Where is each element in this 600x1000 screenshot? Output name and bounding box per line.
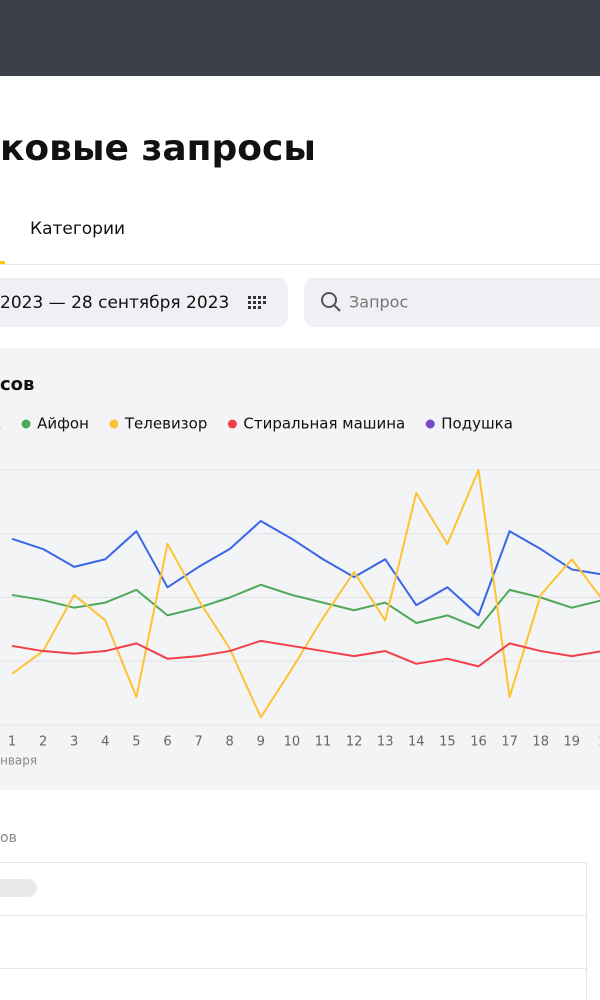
series-line	[11, 583, 600, 630]
x-tick-label: 9	[257, 735, 265, 750]
x-tick-label: 12	[346, 735, 363, 750]
date-picker[interactable]	[0, 278, 288, 327]
x-tick-label: 13	[377, 735, 394, 750]
search-icon	[333, 304, 341, 312]
x-tick-label: 2	[599, 735, 600, 750]
x-tick-label: 10	[284, 735, 301, 750]
series-line	[11, 639, 600, 668]
tab-indicator	[0, 261, 5, 265]
date-range: 2023 — 28 сентября 2023	[0, 293, 229, 313]
row-divider	[0, 862, 586, 863]
x-tick-label: 14	[408, 735, 425, 750]
search-placeholder: Запрос	[349, 293, 408, 312]
legend-swatch	[425, 419, 435, 429]
legend-label: к	[0, 415, 1, 433]
table-header: ов	[0, 830, 17, 846]
legend-swatch	[227, 419, 237, 429]
x-tick-label: 6	[163, 735, 171, 750]
x-sublabel: нваря	[0, 754, 37, 768]
series-line	[11, 520, 600, 617]
legend-label: Телевизор	[124, 415, 207, 433]
x-tick-label: 11	[315, 735, 332, 750]
x-tick-label: 15	[439, 735, 456, 750]
x-tick-label: 19	[564, 735, 581, 750]
x-tick-label: 8	[226, 735, 234, 750]
x-tick-label: 17	[501, 735, 518, 750]
legend-swatch	[109, 419, 119, 429]
legend-label: Стиральная машина	[243, 415, 405, 433]
x-tick-label: 2	[39, 735, 47, 750]
legend-label: Подушка	[441, 415, 513, 433]
series-line	[11, 469, 600, 719]
chart-panel	[0, 348, 600, 790]
x-tick-label: 4	[101, 735, 109, 750]
column-divider	[586, 862, 587, 1000]
placeholder-pill	[0, 879, 37, 897]
x-tick-label: 7	[194, 735, 202, 750]
legend-label: Айфон	[37, 415, 89, 433]
x-tick-label: 1	[8, 735, 16, 750]
legend-swatch	[21, 419, 31, 429]
x-tick-label: 16	[470, 735, 487, 750]
x-tick-label: 3	[70, 735, 78, 750]
x-tick-label: 5	[132, 735, 140, 750]
tab-divider	[0, 264, 600, 265]
chart-title: сов	[0, 374, 34, 395]
page-title: ковые запросы	[0, 128, 316, 169]
row-divider	[0, 915, 586, 916]
x-tick-label: 18	[532, 735, 549, 750]
calendar-icon	[248, 296, 266, 309]
tab[interactable]: Категории	[30, 219, 125, 239]
search-icon	[321, 292, 337, 308]
search-box[interactable]	[304, 278, 600, 327]
row-divider	[0, 968, 586, 969]
top-bar	[0, 0, 600, 76]
